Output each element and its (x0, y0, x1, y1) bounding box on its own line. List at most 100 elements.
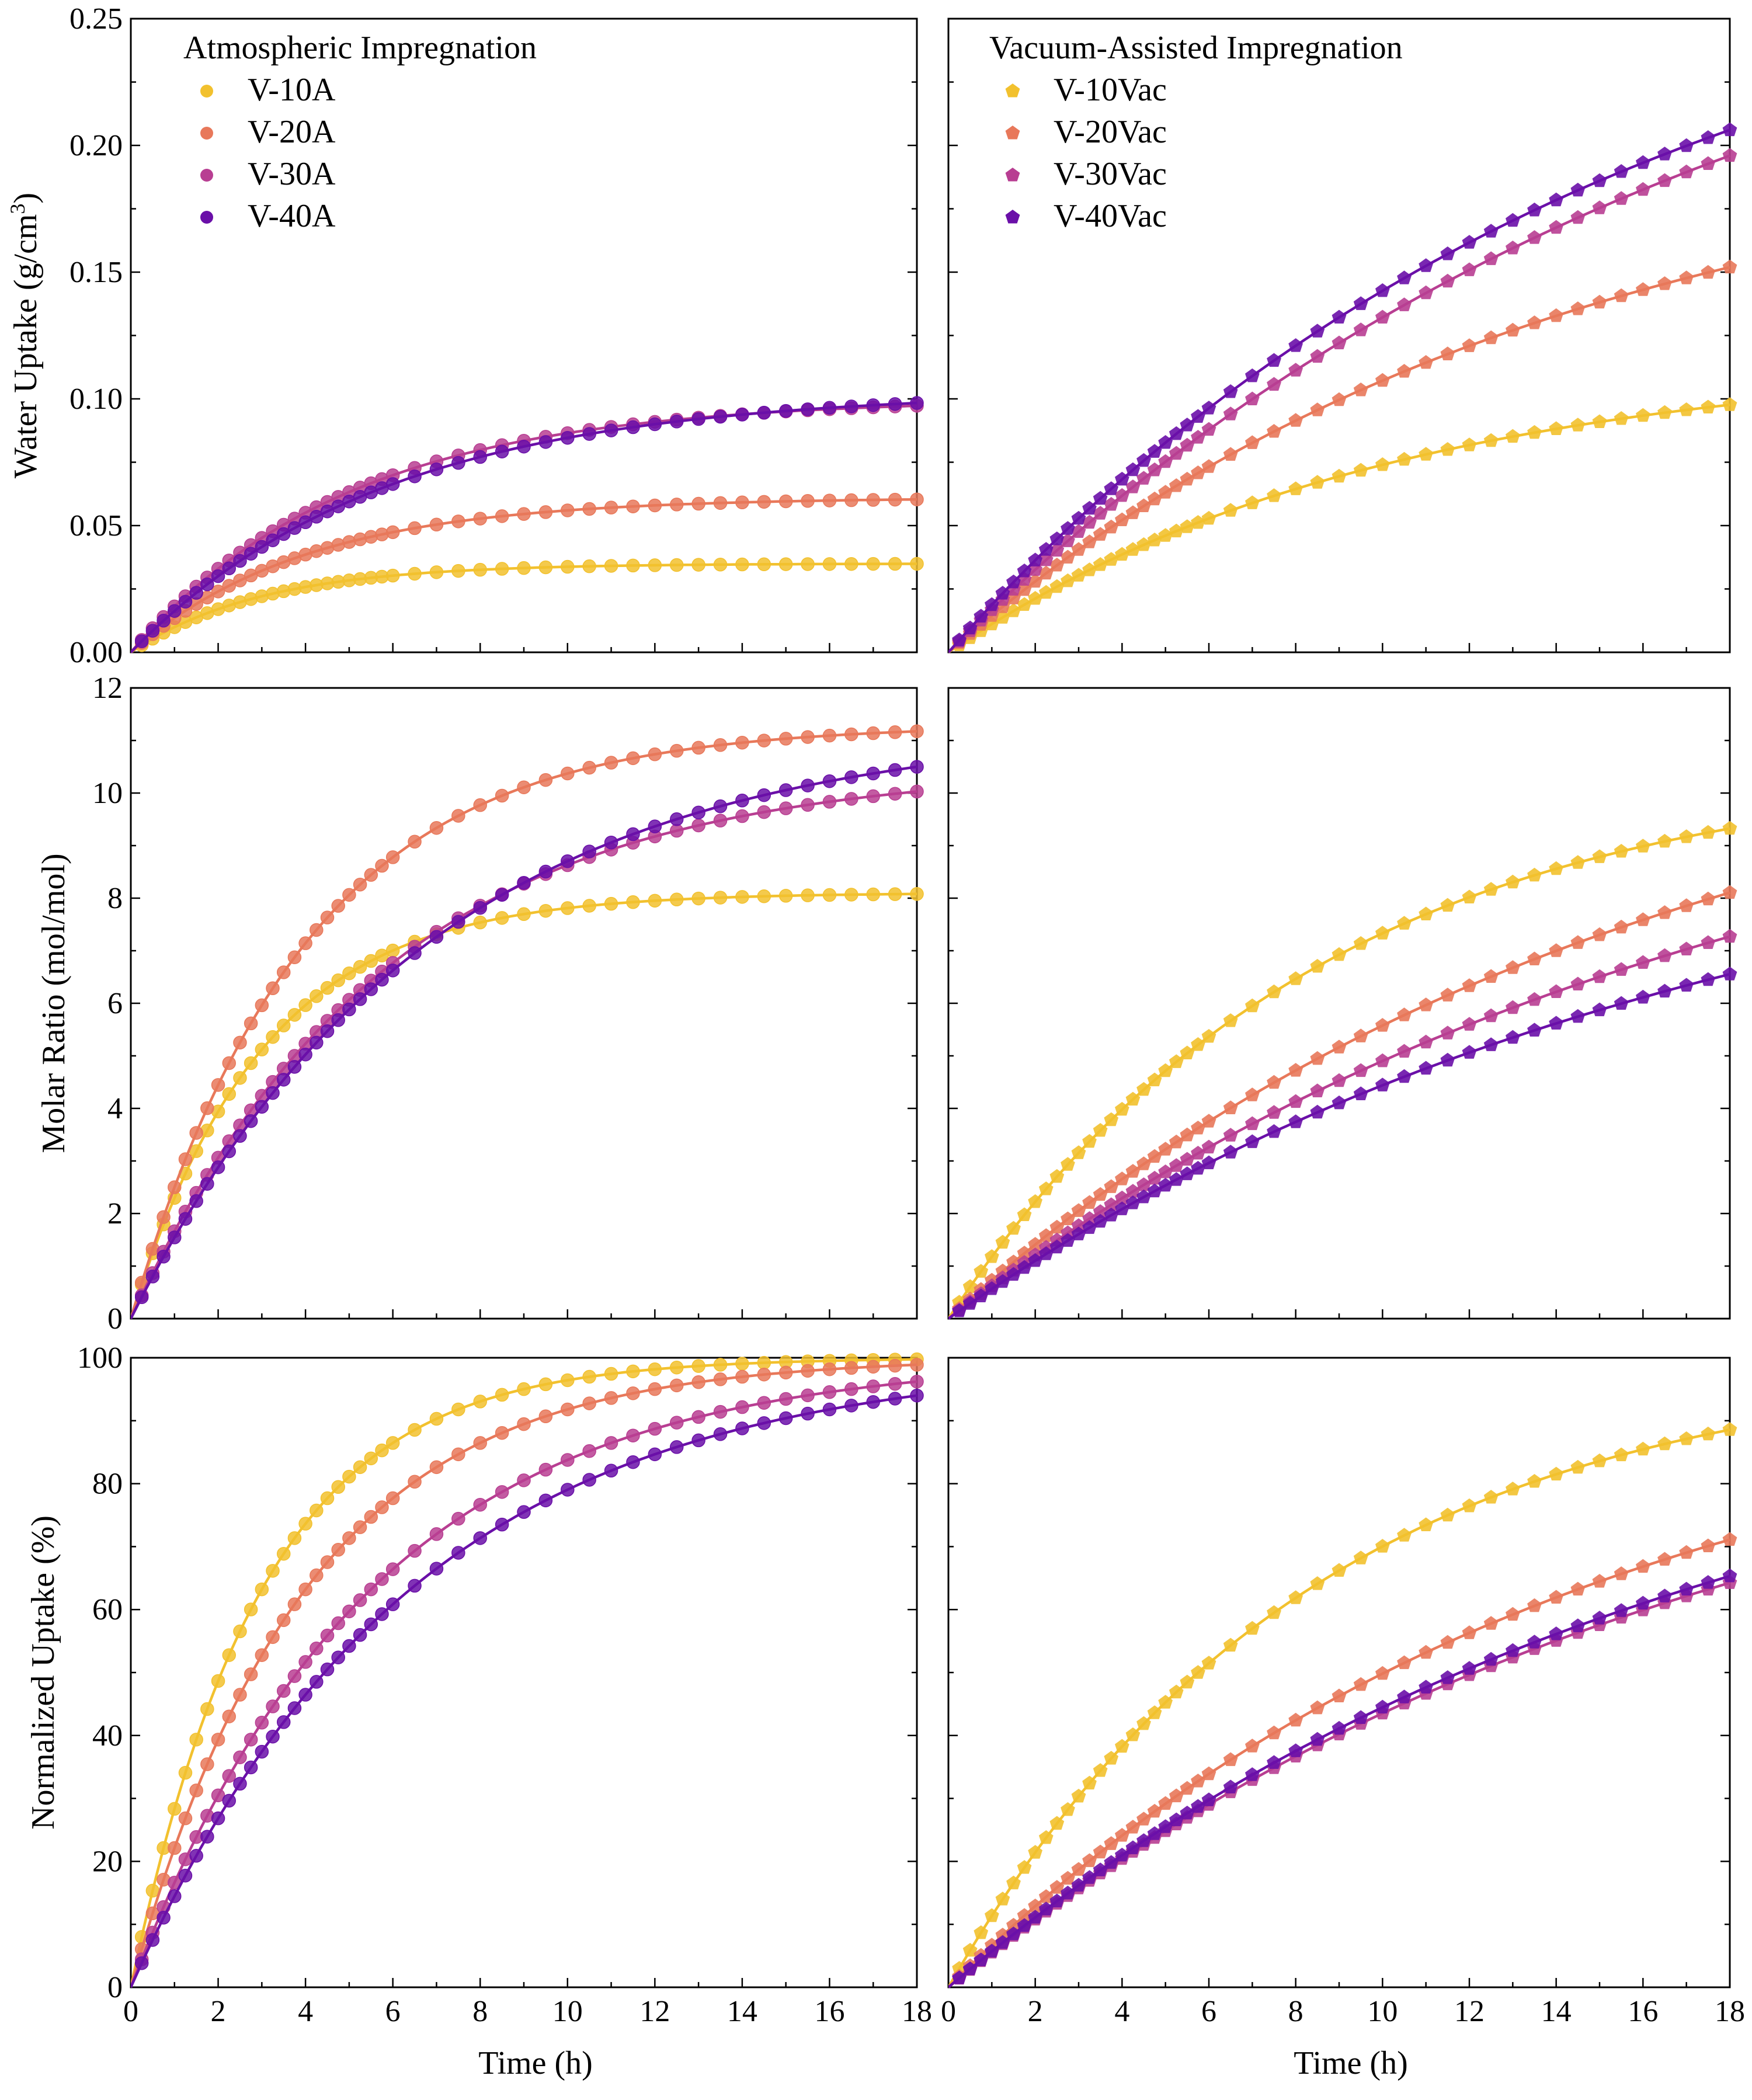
data-point (451, 1546, 465, 1560)
data-point (168, 1180, 182, 1194)
data-point (1006, 1918, 1021, 1932)
data-point (385, 964, 400, 978)
data-point (266, 1630, 280, 1644)
data-point (310, 923, 324, 937)
data-point (778, 783, 793, 797)
data-point (298, 1517, 312, 1531)
data-point (778, 1365, 793, 1380)
data-point (364, 1582, 378, 1597)
panel-bottom-right: 0 2 4 6 8 10 12 14 16 18 Time (h) (941, 1357, 1745, 2081)
fit-curve (948, 1538, 1730, 1988)
y-tick-label: 60 (92, 1593, 123, 1626)
data-point (974, 1925, 989, 1939)
data-point (310, 1642, 324, 1656)
data-point (1267, 488, 1281, 502)
data-point (691, 496, 705, 511)
y-axis-title: Normalized Uptake (%) (25, 1515, 61, 1830)
data-point (1049, 531, 1065, 545)
data-point (1375, 457, 1390, 471)
data-point (233, 1776, 247, 1791)
data-point (1136, 1156, 1151, 1170)
data-point (801, 730, 815, 744)
data-point (429, 517, 444, 532)
series-V-30A (131, 1375, 924, 1988)
data-point (604, 835, 618, 850)
data-point (331, 1480, 345, 1494)
data-point (1636, 282, 1650, 296)
data-point (985, 1281, 999, 1295)
data-point (1614, 962, 1629, 976)
data-point (1071, 510, 1086, 525)
data-point (1419, 906, 1433, 920)
data-point (1440, 1052, 1455, 1067)
legend-marker (1005, 168, 1020, 182)
data-point (1028, 552, 1042, 566)
data-point (1180, 1045, 1195, 1059)
data-point (255, 1648, 269, 1662)
data-point (1028, 1194, 1042, 1208)
data-point (582, 559, 596, 573)
data-point (1419, 997, 1433, 1011)
data-point (1353, 296, 1368, 310)
data-point (429, 565, 444, 579)
data-point (364, 1510, 378, 1524)
data-point (1061, 550, 1075, 564)
data-point (822, 493, 837, 507)
data-point (1017, 1246, 1032, 1260)
series-V-40Vac (948, 966, 1737, 1320)
data-point (1592, 849, 1607, 863)
data-point (1527, 202, 1542, 217)
data-point (517, 1382, 531, 1396)
data-point (451, 456, 465, 470)
data-point (757, 1355, 771, 1370)
data-point (157, 1210, 171, 1224)
data-point (244, 1733, 258, 1747)
data-point (1125, 462, 1141, 477)
data-point (1288, 481, 1303, 495)
x-tick-label: 2 (211, 1995, 226, 2028)
data-point (844, 399, 858, 413)
data-point (222, 1087, 236, 1101)
data-point (233, 554, 247, 568)
data-point (1082, 562, 1097, 576)
data-point (320, 1491, 335, 1506)
data-point (222, 1769, 236, 1783)
data-point (801, 557, 815, 571)
data-point (429, 930, 444, 944)
data-point (778, 889, 793, 903)
y-tick-label: 0.10 (69, 383, 123, 416)
data-point (1288, 1063, 1303, 1077)
data-point (1201, 1139, 1216, 1154)
data-point (952, 1970, 967, 1984)
data-point (1570, 1459, 1586, 1474)
data-point (1006, 603, 1021, 617)
data-point (1549, 1466, 1563, 1481)
data-point (473, 512, 487, 526)
data-point (1657, 1588, 1672, 1602)
data-point (1061, 533, 1075, 547)
data-point (713, 409, 728, 424)
data-point (178, 1152, 193, 1166)
y-tick-label: 0.15 (69, 256, 123, 289)
data-point (561, 559, 575, 574)
data-point (178, 594, 193, 609)
data-point (713, 496, 728, 510)
data-point (408, 835, 422, 849)
data-point (1657, 1436, 1672, 1451)
data-point (331, 1013, 345, 1027)
data-point (626, 1386, 640, 1400)
data-point (408, 521, 422, 536)
series-V-30A (131, 399, 924, 653)
data-point (1169, 1172, 1184, 1186)
data-point (561, 854, 575, 868)
x-tick-label: 18 (1715, 1995, 1745, 2028)
data-point (757, 557, 771, 572)
data-point (1115, 1201, 1129, 1215)
data-point (713, 558, 728, 572)
data-point (495, 888, 509, 902)
data-point (473, 1395, 487, 1409)
data-point (888, 887, 902, 901)
data-point (1147, 1803, 1162, 1818)
data-point (1191, 515, 1205, 529)
series-V-20A (131, 724, 924, 1319)
